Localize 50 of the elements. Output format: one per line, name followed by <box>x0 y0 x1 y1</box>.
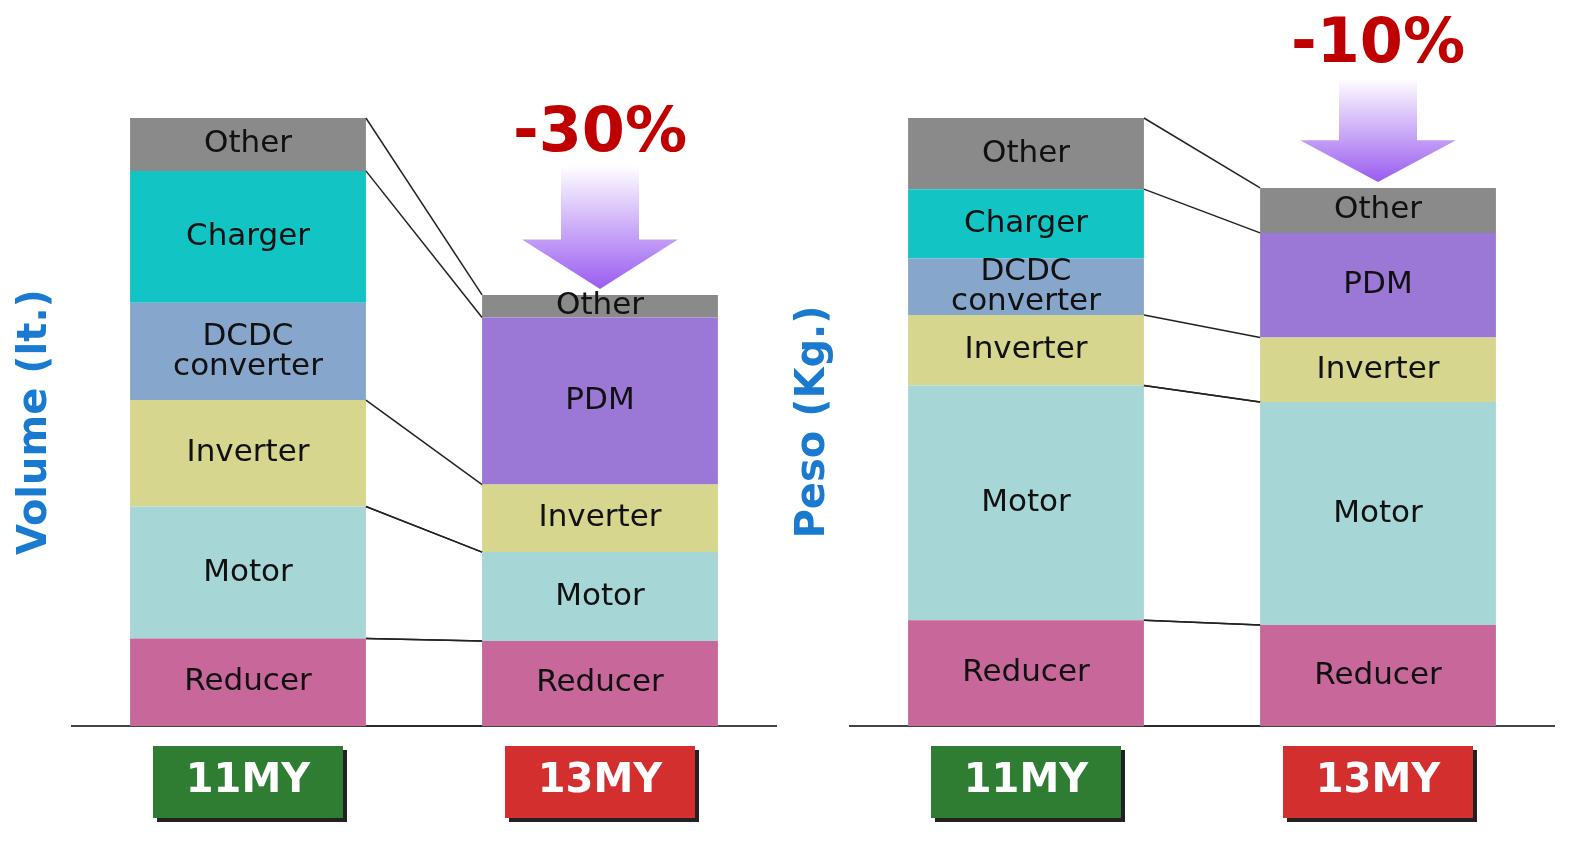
bar <box>1260 337 1496 402</box>
y-axis-title: Volume (lt.) <box>9 289 56 555</box>
bar <box>482 317 718 485</box>
series-label: Charger <box>964 202 1089 239</box>
bar <box>908 620 1144 726</box>
series-label: Other <box>555 285 645 322</box>
text: Inverter <box>964 329 1088 366</box>
text: Reducer <box>962 652 1090 689</box>
text: -10% <box>1290 4 1466 78</box>
text: Other <box>203 123 293 160</box>
series-label: PDM <box>565 380 635 417</box>
y-axis-title: Peso (Kg.) <box>787 305 834 539</box>
bar <box>1260 625 1496 726</box>
bar <box>130 638 366 726</box>
x-tick-label: 13MY <box>537 755 664 802</box>
bar <box>130 302 366 401</box>
series-label: Other <box>1333 189 1423 226</box>
x-tick-label: 13MY <box>1315 755 1442 802</box>
text: Motor <box>203 551 293 588</box>
text: Motor <box>1333 492 1423 529</box>
series-label: PDM <box>1343 264 1413 301</box>
bar <box>908 314 1144 386</box>
series-label: Charger <box>186 215 311 252</box>
series-label: Inverter <box>538 497 662 534</box>
series-label: DCDC converter <box>173 315 324 382</box>
bar <box>130 400 366 507</box>
bar <box>1260 401 1496 626</box>
series-label: DCDC converter <box>951 250 1102 317</box>
series-label: Motor <box>555 575 646 612</box>
x-tick-label: 11MY <box>963 755 1090 802</box>
bar <box>908 385 1144 621</box>
bar <box>908 118 1144 190</box>
x-tick-label: 11MY <box>185 755 312 802</box>
bar <box>482 484 718 553</box>
series-label: Reducer <box>1314 654 1442 691</box>
annotation: -30% <box>512 93 688 167</box>
series-label: Motor <box>981 481 1072 518</box>
bar <box>482 640 718 726</box>
bar <box>908 189 1144 259</box>
bar <box>130 506 366 639</box>
text: Inverter <box>186 432 310 469</box>
text: Reducer <box>184 661 312 698</box>
bar <box>1260 232 1496 338</box>
series-label: Reducer <box>536 662 664 699</box>
text: Other <box>981 132 1071 169</box>
bar <box>130 170 366 303</box>
bar <box>1260 187 1496 233</box>
series-label: Inverter <box>1316 348 1440 385</box>
bar <box>482 552 718 641</box>
bar <box>130 118 366 171</box>
